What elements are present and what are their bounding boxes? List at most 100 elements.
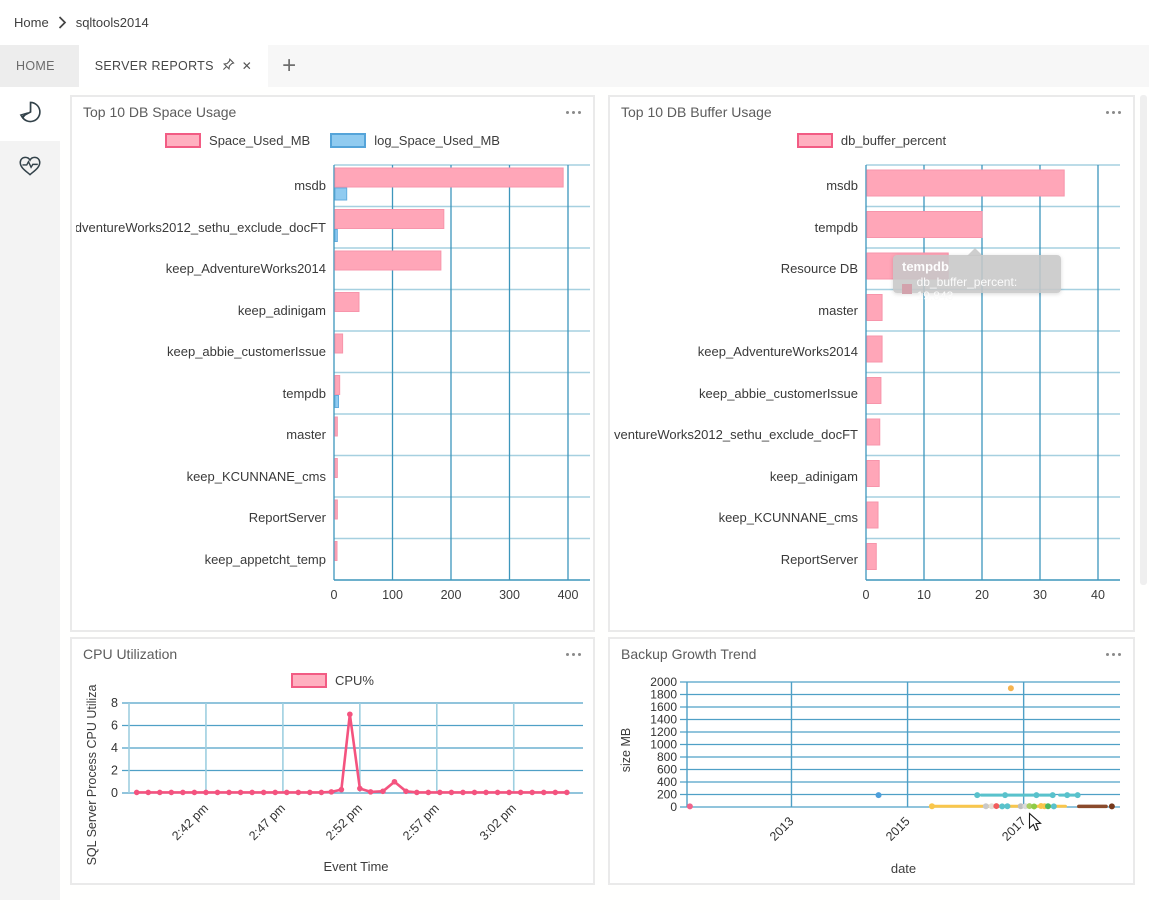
tooltip-title: tempdb: [902, 259, 949, 274]
scatter-point[interactable]: [1074, 792, 1081, 799]
svg-text:2000: 2000: [650, 675, 677, 689]
space-usage-plot[interactable]: 0 100 200 300 400: [72, 123, 593, 630]
legend-item[interactable]: Space_Used_MB: [165, 133, 310, 148]
svg-text:2:57 pm: 2:57 pm: [400, 801, 442, 843]
scatter-point[interactable]: [1045, 803, 1052, 810]
bar-db_buffer_percent[interactable]: [866, 377, 882, 404]
chart-space-usage[interactable]: 0 100 200 300 400 msdb AdventureWorks2012_seth…: [72, 123, 593, 630]
cpu-plot[interactable]: 0 2 4 6 8 2:42 pm 2:47 pm 2:52 pm 2:57 pm 3:02 pm…: [72, 665, 593, 883]
panel-cpu-utilization: CPU Utilization 0 2 4 6 8 2:42 pm 2:47 pm 2:52 …: [70, 637, 595, 885]
legend-label: Space_Used_MB: [209, 133, 311, 148]
bar-Space_Used_MB[interactable]: [334, 333, 344, 354]
panel-menu-button[interactable]: [1104, 649, 1123, 660]
tab-server-reports[interactable]: SERVER REPORTS ✕: [78, 45, 269, 87]
scatter-point[interactable]: [1017, 803, 1024, 810]
bar-log_Space_Used_MB[interactable]: [334, 229, 338, 242]
scatter-point[interactable]: [1031, 803, 1038, 810]
svg-text:2: 2: [111, 764, 118, 778]
svg-text:10: 10: [917, 588, 931, 602]
scatter-point[interactable]: [1033, 792, 1040, 799]
scatter-point[interactable]: [1064, 792, 1071, 799]
new-tab-button[interactable]: +: [282, 52, 297, 79]
bar-Space_Used_MB[interactable]: [334, 499, 338, 520]
breadcrumb-home[interactable]: Home: [14, 15, 49, 30]
sidebar-item-health[interactable]: [0, 141, 60, 195]
scatter-point[interactable]: [982, 803, 989, 810]
scatter-point[interactable]: [1050, 803, 1057, 810]
bar-db_buffer_percent[interactable]: [866, 543, 877, 570]
bar-db_buffer_percent[interactable]: [866, 460, 880, 487]
bar-Space_Used_MB[interactable]: [334, 375, 341, 395]
bar-Space_Used_MB[interactable]: [334, 209, 445, 229]
chart-backup-growth[interactable]: 0 200 400 600 800 1000 1200 1400 1600 1800 2000 201…: [610, 665, 1133, 883]
svg-text:400: 400: [558, 588, 579, 602]
svg-text:20: 20: [975, 588, 989, 602]
scatter-point[interactable]: [1004, 803, 1011, 810]
scrollbar-thumb[interactable]: [1140, 95, 1147, 585]
legend-item[interactable]: db_buffer_percent: [796, 133, 946, 148]
tab-strip: HOME SERVER REPORTS ✕ +: [0, 45, 1149, 87]
bar-Space_Used_MB[interactable]: [334, 541, 338, 561]
bar-Space_Used_MB[interactable]: [334, 458, 338, 478]
category-label: tempdb: [282, 385, 326, 401]
svg-text:200: 200: [441, 588, 462, 602]
scatter-point[interactable]: [999, 803, 1006, 810]
svg-text:40: 40: [1091, 588, 1105, 602]
bar-log_Space_Used_MB[interactable]: [334, 187, 348, 201]
y-axis-label: SQL Server Process CPU Utiliza: [85, 685, 99, 866]
scatter-point[interactable]: [1026, 803, 1033, 810]
scatter-point[interactable]: [928, 803, 935, 810]
bar-Space_Used_MB[interactable]: [334, 250, 442, 271]
bar-db_buffer_percent[interactable]: [866, 294, 883, 321]
legend-item[interactable]: CPU%: [290, 673, 374, 688]
close-icon[interactable]: ✕: [241, 59, 253, 73]
panel-menu-button[interactable]: [1104, 107, 1123, 118]
legend-swatch-icon: [290, 673, 327, 688]
category-label: keep_AdventureWorks2014: [697, 344, 858, 360]
scatter-point[interactable]: [875, 792, 882, 799]
bar-db_buffer_percent[interactable]: [866, 501, 879, 529]
category-label: tempdb: [814, 219, 858, 235]
svg-text:100: 100: [382, 588, 403, 602]
bar-log_Space_Used_MB[interactable]: [334, 395, 340, 408]
panel-menu-button[interactable]: [564, 107, 583, 118]
category-label: AdventureWorks2012_sethu_exclude_docFT: [76, 219, 326, 235]
bar-db_buffer_percent[interactable]: [866, 335, 883, 363]
legend-swatch-icon: [165, 133, 202, 148]
chart-legend: CPU%: [72, 673, 593, 688]
svg-text:200: 200: [657, 788, 677, 802]
svg-text:2:42 pm: 2:42 pm: [169, 801, 211, 843]
bar-db_buffer_percent[interactable]: [866, 418, 881, 446]
y-axis-label: size MB: [619, 728, 633, 772]
chart-buffer-usage[interactable]: tempdb db_buffer_percent: 19.843 0 10 20 30…: [610, 123, 1133, 630]
tab-home[interactable]: HOME: [0, 45, 79, 87]
category-label: msdb: [826, 178, 858, 194]
svg-text:300: 300: [499, 588, 520, 602]
scatter-point[interactable]: [1002, 792, 1009, 799]
category-label: keep_adinigam: [237, 302, 326, 318]
scatter-point[interactable]: [1007, 685, 1014, 692]
scatter-point[interactable]: [993, 803, 1000, 810]
legend-item[interactable]: log_Space_Used_MB: [330, 133, 500, 148]
svg-text:1600: 1600: [650, 700, 677, 714]
bar-Space_Used_MB[interactable]: [334, 167, 564, 188]
pin-icon[interactable]: [222, 58, 235, 74]
chart-cpu-utilization[interactable]: 0 2 4 6 8 2:42 pm 2:47 pm 2:52 pm 2:57 pm 3:02 pm…: [72, 665, 593, 883]
scatter-point[interactable]: [1049, 792, 1056, 799]
scatter-point[interactable]: [1108, 803, 1115, 810]
svg-text:2:47 pm: 2:47 pm: [246, 801, 288, 843]
bar-Space_Used_MB[interactable]: [334, 416, 338, 437]
scatter-point[interactable]: [988, 803, 995, 810]
sidebar-item-insights[interactable]: [0, 87, 60, 141]
tooltip-swatch: [902, 284, 912, 294]
scatter-point[interactable]: [686, 803, 693, 810]
category-label: keep_appetcht_temp: [204, 551, 326, 567]
panel-menu-button[interactable]: [564, 649, 583, 660]
bar-Space_Used_MB[interactable]: [334, 292, 360, 312]
bar-db_buffer_percent[interactable]: [866, 169, 1065, 197]
scatter-point[interactable]: [974, 792, 981, 799]
tooltip-value: db_buffer_percent: 19.843: [916, 275, 1018, 303]
bar-db_buffer_percent[interactable]: [866, 211, 983, 238]
chart-legend: Space_Used_MB log_Space_Used_MB: [72, 133, 593, 148]
